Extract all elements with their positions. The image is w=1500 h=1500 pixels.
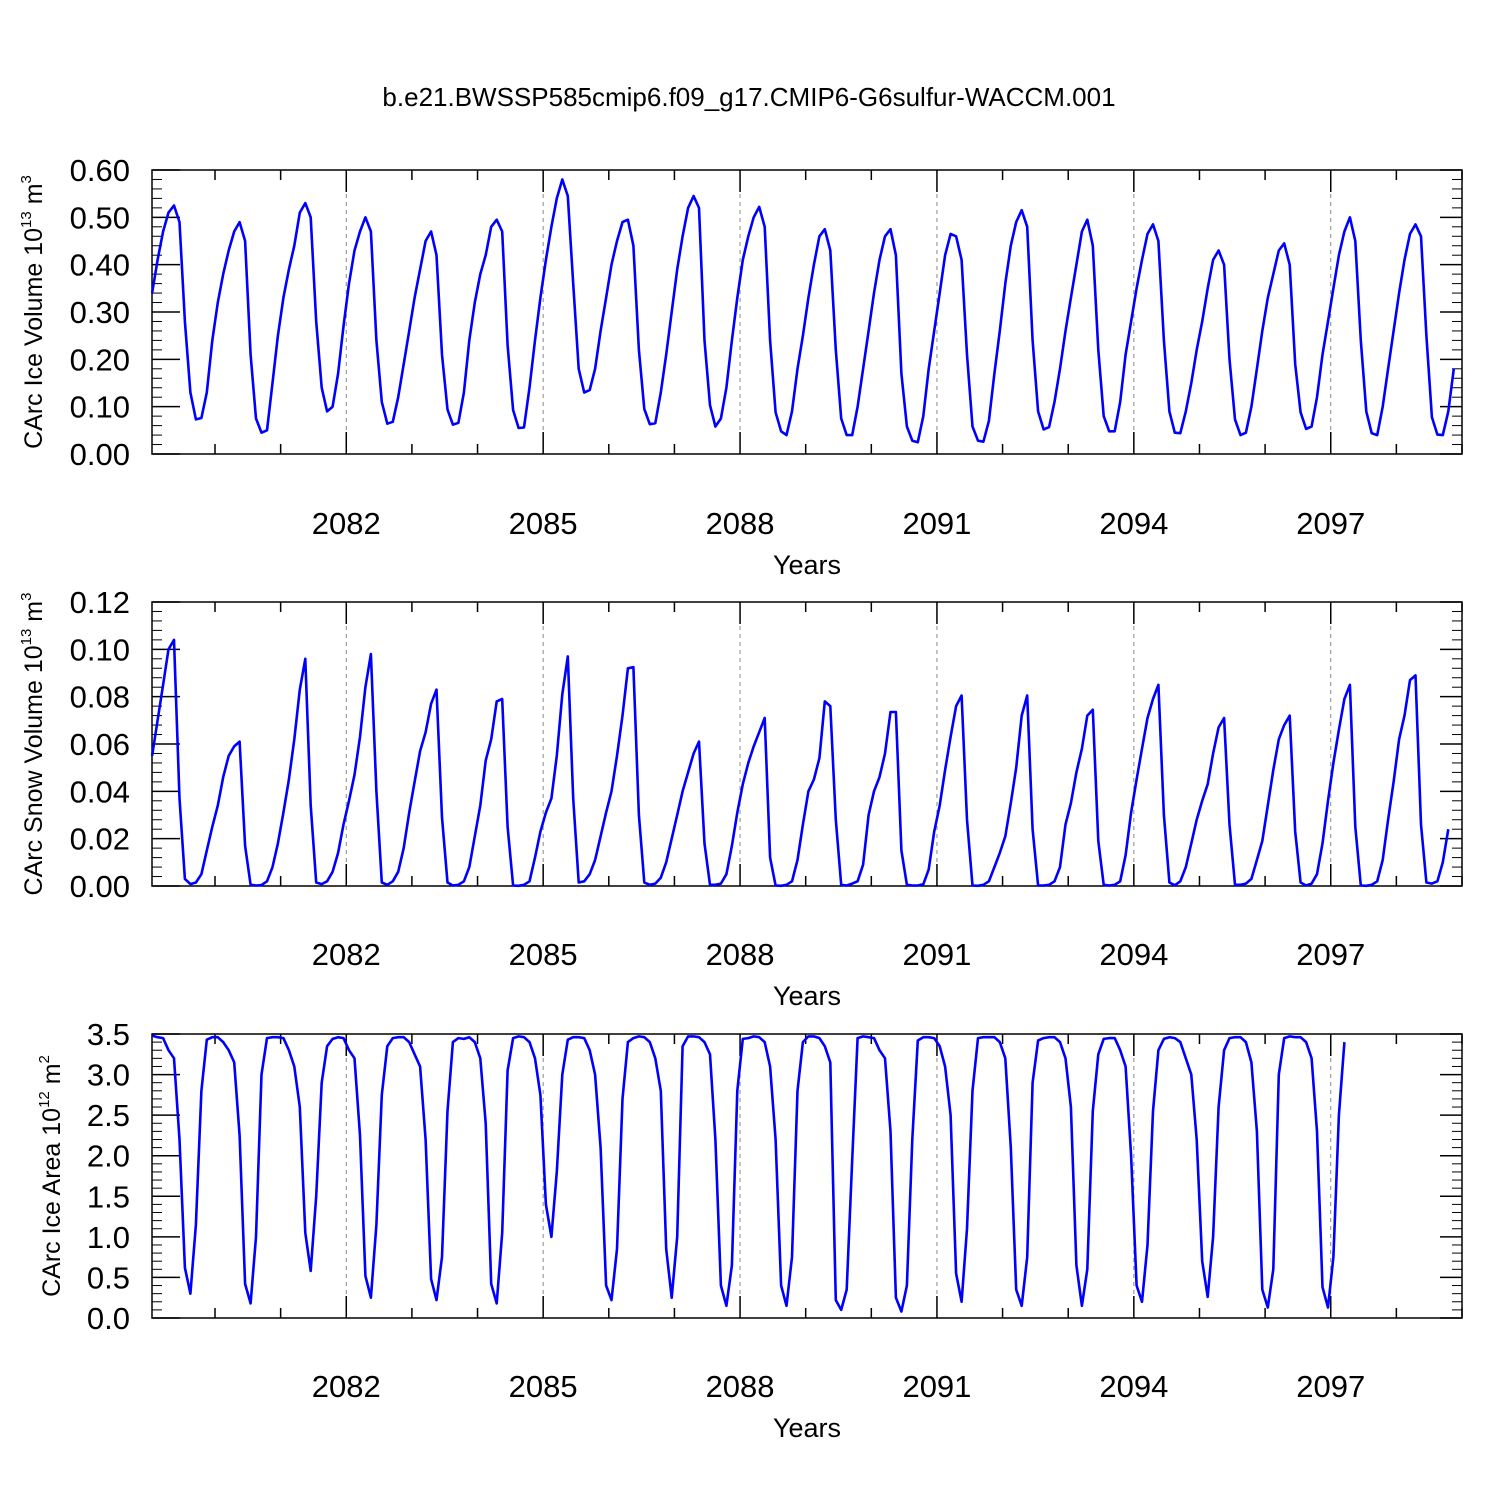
series-line — [151, 1034, 1346, 1313]
y-tick-label: 0.0 — [87, 1301, 130, 1336]
x-tick-label: 2085 — [509, 1369, 578, 1404]
plot-frame — [151, 601, 1463, 887]
y-tick-label: 0.20 — [70, 342, 130, 377]
y-tick-label: 1.5 — [87, 1179, 130, 1214]
y-axis-title-unit: m — [20, 601, 48, 629]
y-tick-label: 0.50 — [70, 200, 130, 235]
y-axis-title: CArc Snow Volume 1013 m3 — [18, 593, 48, 896]
x-tick-label: 2094 — [1099, 1369, 1168, 1404]
y-tick-label: 1.0 — [87, 1220, 130, 1255]
x-tick-label: 2094 — [1099, 937, 1168, 972]
y-axis-title-text: CArc Ice Area 10 — [38, 1108, 66, 1297]
y-tick-label: 0.40 — [70, 248, 130, 283]
y-tick-label: 0.5 — [87, 1260, 130, 1295]
y-axis-title-unit: m — [20, 183, 48, 211]
x-tick-label: 2088 — [706, 506, 775, 541]
y-tick-label: 0.10 — [70, 632, 130, 667]
y-axis-title-unit-exponent: 3 — [18, 175, 35, 183]
x-tick-label: 2082 — [312, 937, 381, 972]
figure-title: b.e21.BWSSP585cmip6.f09_g17.CMIP6-G6sulf… — [382, 82, 1115, 112]
x-tick-label: 2082 — [312, 1369, 381, 1404]
plot-frame — [151, 1033, 1463, 1319]
x-tick-label: 2091 — [902, 1369, 971, 1404]
y-tick-label: 0.02 — [70, 822, 130, 857]
ice-area-panel: 0.0 0.5 1.0 1.5 2.0 2.5 3.0 3.5 2082 2085 2088 2091… — [36, 1017, 1463, 1443]
y-tick-label: 0.06 — [70, 727, 130, 762]
y-tick-label: 3.0 — [87, 1058, 130, 1093]
y-axis-title-text: CArc Ice Volume 10 — [20, 228, 48, 449]
y-axis-title-unit: m — [38, 1063, 66, 1091]
x-tick-label: 2097 — [1296, 937, 1365, 972]
x-tick-label: 2085 — [509, 937, 578, 972]
y-tick-label: 2.5 — [87, 1098, 130, 1133]
x-tick-label: 2082 — [312, 506, 381, 541]
y-tick-label: 0.00 — [70, 869, 130, 904]
y-axis-title-exponent: 13 — [18, 211, 35, 228]
x-tick-label: 2091 — [902, 937, 971, 972]
x-tick-label: 2097 — [1296, 506, 1365, 541]
snow-volume-panel: 0.00 0.02 0.04 0.06 0.08 0.10 0.12 2082 2085 2088… — [18, 585, 1463, 1011]
x-tick-label: 2094 — [1099, 506, 1168, 541]
x-tick-label: 2088 — [706, 937, 775, 972]
ice-volume-panel: 0.00 0.10 0.20 0.30 0.40 0.50 0.60 2082 2085 2088… — [18, 153, 1463, 580]
y-axis-title-unit-exponent: 2 — [36, 1055, 53, 1063]
y-tick-label: 0.04 — [70, 774, 130, 809]
y-axis-title-unit-exponent: 3 — [18, 593, 35, 601]
y-axis-title-exponent: 12 — [36, 1091, 53, 1108]
x-axis-title: Years — [773, 981, 841, 1011]
y-tick-label: 0.00 — [70, 437, 130, 472]
y-axis-title-text: CArc Snow Volume 10 — [20, 645, 48, 895]
x-tick-label: 2088 — [706, 1369, 775, 1404]
y-tick-label: 0.10 — [70, 390, 130, 425]
y-tick-label: 0.12 — [70, 585, 130, 620]
series-line — [150, 638, 1450, 888]
x-tick-label: 2091 — [902, 506, 971, 541]
x-axis-title: Years — [773, 1413, 841, 1443]
x-tick-label: 2085 — [509, 506, 578, 541]
y-axis-title: CArc Ice Area 1012 m2 — [36, 1055, 66, 1297]
y-axis-title: CArc Ice Volume 1013 m3 — [18, 175, 48, 449]
y-tick-label: 2.0 — [87, 1139, 130, 1174]
series-line — [150, 178, 1456, 444]
y-tick-label: 0.30 — [70, 295, 130, 330]
x-axis-title: Years — [773, 550, 841, 580]
y-tick-label: 0.60 — [70, 153, 130, 188]
y-axis-title-exponent: 13 — [18, 629, 35, 646]
y-tick-label: 0.08 — [70, 680, 130, 715]
y-tick-label: 3.5 — [87, 1017, 130, 1052]
x-tick-label: 2097 — [1296, 1369, 1365, 1404]
